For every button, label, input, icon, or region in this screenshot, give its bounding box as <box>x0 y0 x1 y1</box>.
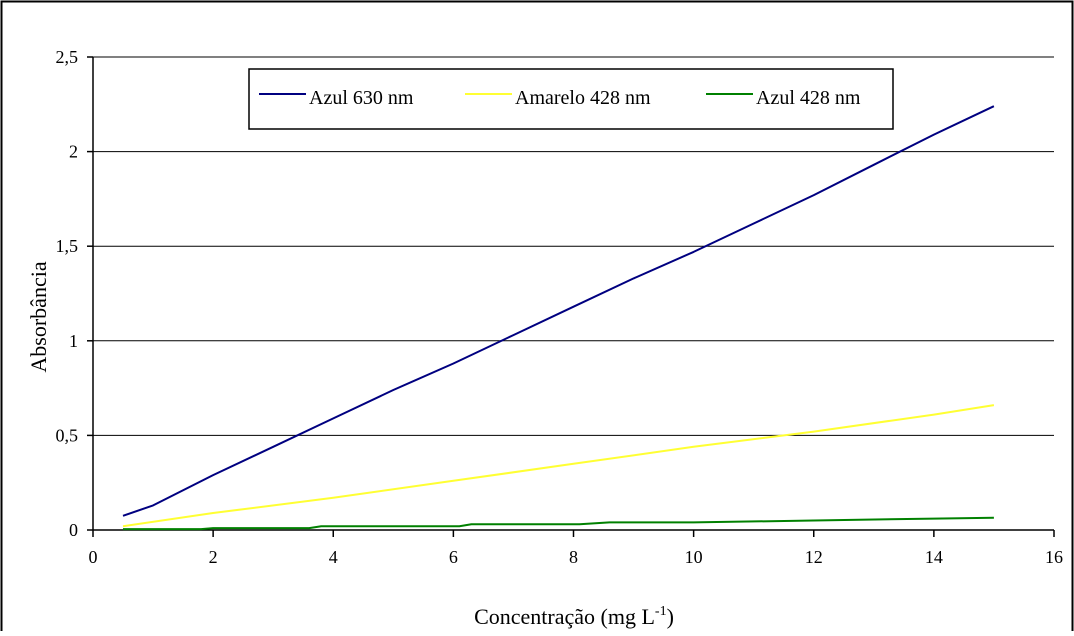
tick-labels: 0 0,5 1 1,5 2 2,5 0 2 4 6 8 10 12 14 16 <box>56 47 1064 567</box>
y-tick-label-1: 0,5 <box>56 425 79 445</box>
series-line-amarelo-428 <box>122 404 995 528</box>
x-axis-title-suffix: ) <box>667 604 674 629</box>
x-tick-label-2: 4 <box>329 547 338 567</box>
x-axis-title-main: Concentração (mg L <box>474 604 655 629</box>
y-tick-label-5: 2,5 <box>56 47 79 67</box>
x-tick-label-6: 12 <box>805 547 823 567</box>
y-tick-label-0: 0 <box>69 520 78 540</box>
x-tick-label-5: 10 <box>685 547 703 567</box>
legend-box <box>248 68 894 130</box>
x-tick-label-7: 14 <box>925 547 943 567</box>
y-tick-label-3: 1,5 <box>56 236 79 256</box>
legend-label-amarelo-428: Amarelo 428 nm <box>515 87 651 109</box>
gridlines <box>93 56 1054 436</box>
x-axis-title: Concentração (mg L-1) <box>474 604 674 629</box>
y-axis-title: Absorbância <box>26 261 51 372</box>
x-tick-label-8: 16 <box>1045 547 1063 567</box>
y-tick-label-4: 2 <box>69 142 78 162</box>
x-tick-label-3: 6 <box>449 547 458 567</box>
series-line-azul-428 <box>123 516 994 531</box>
x-axis-title-superscript: -1 <box>655 604 667 619</box>
axes <box>87 56 1055 537</box>
legend-label-azul-428: Azul 428 nm <box>756 87 861 109</box>
legend-label-azul-630: Azul 630 nm <box>309 87 414 109</box>
y-tick-label-2: 1 <box>69 331 78 351</box>
legend: Azul 630 nm Amarelo 428 nm Azul 428 nm <box>248 68 894 130</box>
series-lines <box>122 105 995 531</box>
series-line-azul-630 <box>122 105 995 517</box>
x-tick-label-1: 2 <box>209 547 218 567</box>
x-tick-label-4: 8 <box>569 547 578 567</box>
x-tick-label-0: 0 <box>89 547 98 567</box>
